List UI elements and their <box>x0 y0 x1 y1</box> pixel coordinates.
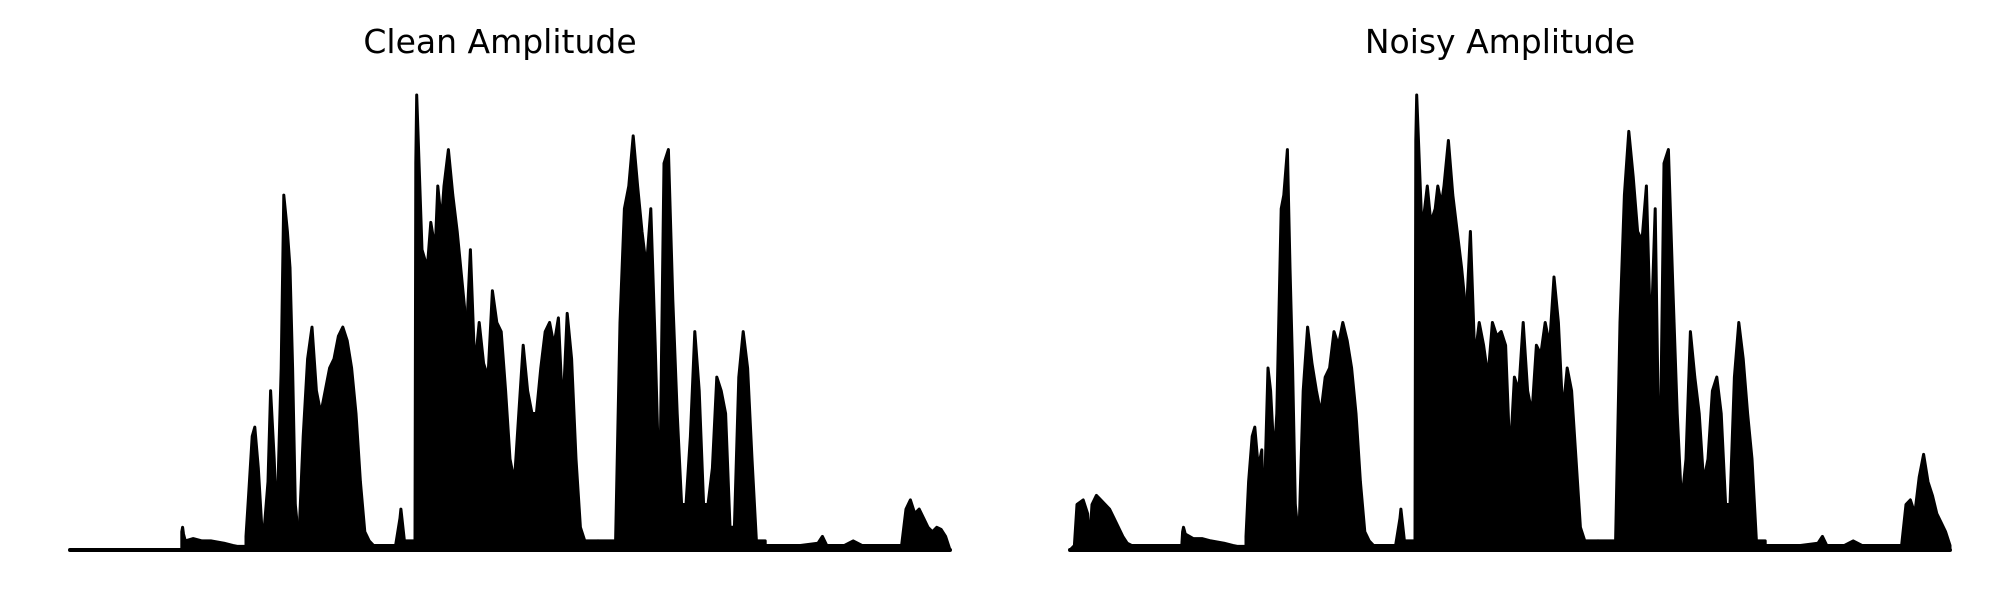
chart-title: Noisy Amplitude <box>1364 22 1636 61</box>
amplitude-segment-4 <box>1372 93 1468 552</box>
amplitude-segment-1 <box>180 525 248 552</box>
chart-title: Clean Amplitude <box>363 22 637 61</box>
amplitude-segment-0 <box>1068 493 1134 552</box>
amplitude-segment-6 <box>1596 129 1767 552</box>
amplitude-segment-1 <box>1130 525 1248 552</box>
amplitude-segment-7 <box>763 534 864 552</box>
amplitude-segment-7 <box>1763 534 1864 552</box>
amplitude-segment-5 <box>1464 230 1600 552</box>
noisy-amplitude-plot <box>1068 93 1952 552</box>
amplitude-segment-3 <box>1297 321 1376 552</box>
amplitude-segment-8 <box>860 498 952 552</box>
noisy-amplitude-panel: Noisy Amplitude <box>1000 0 2000 600</box>
clean-amplitude-plot <box>68 93 952 552</box>
clean-amplitude-panel: Clean Amplitude <box>68 22 952 552</box>
amplitude-segment-6 <box>596 134 767 552</box>
amplitude-segment-8 <box>1860 452 1952 552</box>
amplitude-segment-2 <box>244 193 301 552</box>
amplitude-segment-4 <box>372 93 468 552</box>
amplitude-segment-3 <box>297 325 376 552</box>
amplitude-segment-5 <box>464 248 600 552</box>
amplitude-segment-2 <box>1244 148 1301 552</box>
